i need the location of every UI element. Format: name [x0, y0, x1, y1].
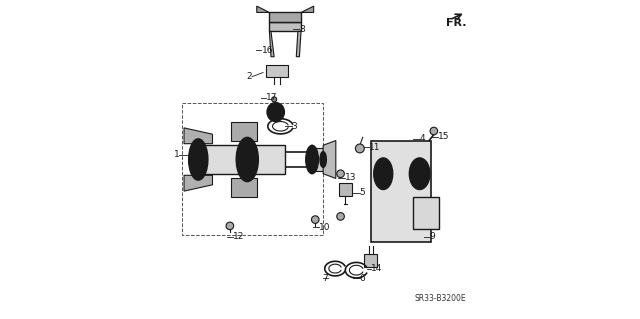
Ellipse shape [374, 158, 393, 189]
Polygon shape [232, 178, 257, 197]
Polygon shape [184, 175, 212, 191]
Ellipse shape [413, 163, 426, 184]
Text: 15: 15 [438, 132, 449, 141]
Polygon shape [310, 148, 333, 171]
Polygon shape [269, 32, 274, 57]
Text: 14: 14 [371, 264, 383, 273]
Ellipse shape [377, 163, 390, 184]
Bar [413, 197, 438, 229]
Circle shape [226, 222, 234, 230]
Text: 9: 9 [429, 233, 435, 241]
Polygon shape [301, 6, 314, 12]
Text: 5: 5 [360, 188, 365, 197]
Text: FR.: FR. [447, 18, 467, 28]
Polygon shape [339, 183, 351, 196]
Polygon shape [269, 12, 301, 22]
Circle shape [430, 127, 438, 135]
Bar [203, 145, 285, 174]
Circle shape [337, 213, 344, 220]
Text: 8: 8 [300, 25, 305, 34]
Ellipse shape [236, 137, 259, 182]
Text: 1: 1 [173, 150, 179, 159]
Text: 11: 11 [369, 143, 381, 152]
Text: 13: 13 [345, 173, 356, 182]
Polygon shape [323, 141, 336, 178]
Text: 6: 6 [360, 274, 365, 283]
Ellipse shape [306, 145, 319, 174]
Polygon shape [364, 254, 377, 267]
Polygon shape [232, 122, 257, 141]
Text: 12: 12 [233, 233, 244, 241]
Text: SR33-B3200E: SR33-B3200E [414, 294, 466, 303]
Circle shape [355, 144, 364, 153]
Text: 16: 16 [262, 46, 273, 55]
Circle shape [271, 97, 276, 102]
Text: 10: 10 [319, 223, 331, 232]
Text: 2: 2 [246, 72, 252, 81]
Ellipse shape [193, 152, 200, 167]
Circle shape [312, 216, 319, 223]
Polygon shape [296, 32, 301, 57]
Ellipse shape [189, 139, 208, 180]
Ellipse shape [271, 107, 280, 118]
Polygon shape [257, 6, 269, 12]
Text: 17: 17 [266, 93, 277, 102]
Polygon shape [184, 128, 212, 144]
Polygon shape [269, 22, 301, 32]
Ellipse shape [320, 152, 326, 167]
Ellipse shape [241, 147, 253, 172]
Text: 7: 7 [322, 274, 328, 283]
Circle shape [337, 170, 344, 178]
Ellipse shape [267, 103, 284, 122]
Ellipse shape [192, 145, 205, 174]
Bar [371, 141, 431, 242]
Text: 4: 4 [420, 134, 425, 144]
Ellipse shape [410, 158, 430, 189]
Text: 3: 3 [292, 122, 298, 131]
Polygon shape [266, 65, 289, 77]
